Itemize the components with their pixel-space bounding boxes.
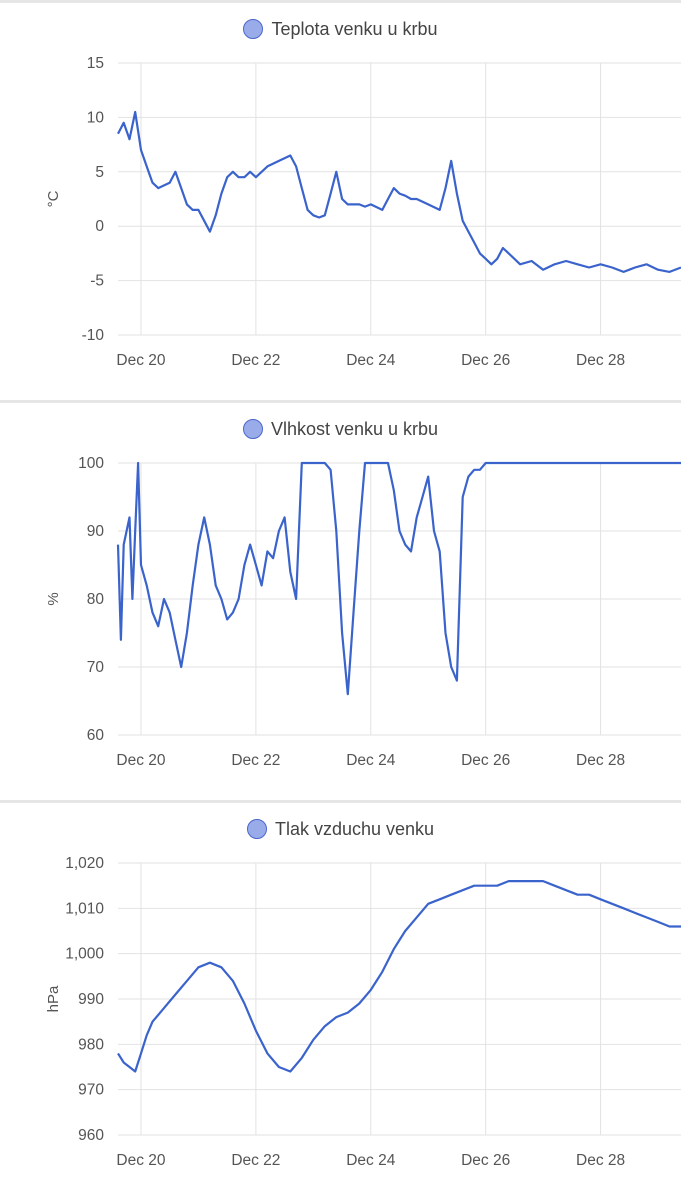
x-tick-label: Dec 24 [346, 752, 395, 769]
legend-swatch [242, 419, 263, 439]
series-line[interactable] [117, 879, 681, 1073]
humidity-chart[interactable]: 100 90 80 70 60 Dec 20 Dec 22 Dec 24 Dec 26 Dec 2… [0, 403, 681, 798]
y-tick-label: 0 [95, 218, 104, 235]
chart-legend[interactable]: Vlhkost venku u krbu [0, 417, 681, 441]
x-tick-label: Dec 20 [116, 352, 165, 369]
panel-divider [0, 0, 681, 3]
y-tick-label: -5 [90, 273, 104, 290]
x-tick-label: Dec 26 [461, 752, 510, 769]
y-tick-label: 1,000 [65, 946, 104, 963]
y-axis-label: hPa [45, 985, 62, 1012]
y-tick-label: 100 [78, 455, 104, 472]
y-tick-label: 80 [87, 591, 105, 608]
y-tick-label: 970 [78, 1082, 104, 1099]
y-tick-label: -10 [82, 327, 105, 344]
y-tick-label: 990 [78, 991, 104, 1008]
chart-panel-temperature: Teplota venku u krbu [0, 3, 681, 398]
y-tick-label: 1,010 [65, 900, 104, 917]
y-tick-label: 60 [87, 727, 105, 744]
y-tick-label: 90 [87, 523, 105, 540]
x-tick-label: Dec 24 [346, 1152, 395, 1169]
x-tick-label: Dec 26 [461, 352, 510, 369]
chart-panel-pressure: Tlak vzduchu venku [0, 803, 681, 1200]
x-tick-label: Dec 24 [346, 352, 395, 369]
legend-label: Vlhkost venku u krbu [270, 418, 439, 439]
legend-label: Teplota venku u krbu [271, 18, 438, 39]
y-tick-label: 15 [87, 55, 104, 72]
y-tick-label: 980 [78, 1036, 104, 1053]
x-tick-label: Dec 20 [116, 1152, 165, 1169]
series-line[interactable] [116, 461, 681, 696]
x-tick-label: Dec 26 [461, 1152, 510, 1169]
x-tick-label: Dec 28 [576, 352, 625, 369]
pressure-chart[interactable]: 1,020 1,010 1,000 990 980 970 960 Dec 20 Dec 22 D… [0, 803, 681, 1200]
x-tick-label: Dec 22 [231, 752, 280, 769]
chart-legend[interactable]: Teplota venku u krbu [0, 17, 681, 41]
temperature-chart[interactable]: 15 10 5 0 -5 -10 Dec 20 Dec 22 Dec 24 Dec 26 Dec 2… [0, 3, 681, 398]
chart-legend[interactable]: Tlak vzduchu venku [0, 817, 681, 841]
panel-divider [0, 800, 681, 803]
y-axis-label: % [45, 592, 62, 605]
series-line[interactable] [117, 110, 681, 273]
y-axis-label: °C [45, 190, 62, 207]
y-tick-label: 10 [87, 109, 105, 126]
y-tick-label: 70 [87, 659, 105, 676]
x-tick-label: Dec 22 [231, 1152, 280, 1169]
legend-label: Tlak vzduchu venku [274, 818, 435, 839]
x-tick-label: Dec 20 [116, 752, 165, 769]
x-tick-label: Dec 28 [576, 1152, 625, 1169]
panel-divider [0, 400, 681, 403]
legend-swatch [243, 19, 264, 39]
y-tick-label: 960 [78, 1127, 104, 1144]
x-tick-label: Dec 28 [576, 752, 625, 769]
y-tick-label: 1,020 [65, 855, 104, 872]
y-tick-label: 5 [95, 164, 104, 181]
x-tick-label: Dec 22 [231, 352, 280, 369]
legend-swatch [246, 819, 267, 839]
